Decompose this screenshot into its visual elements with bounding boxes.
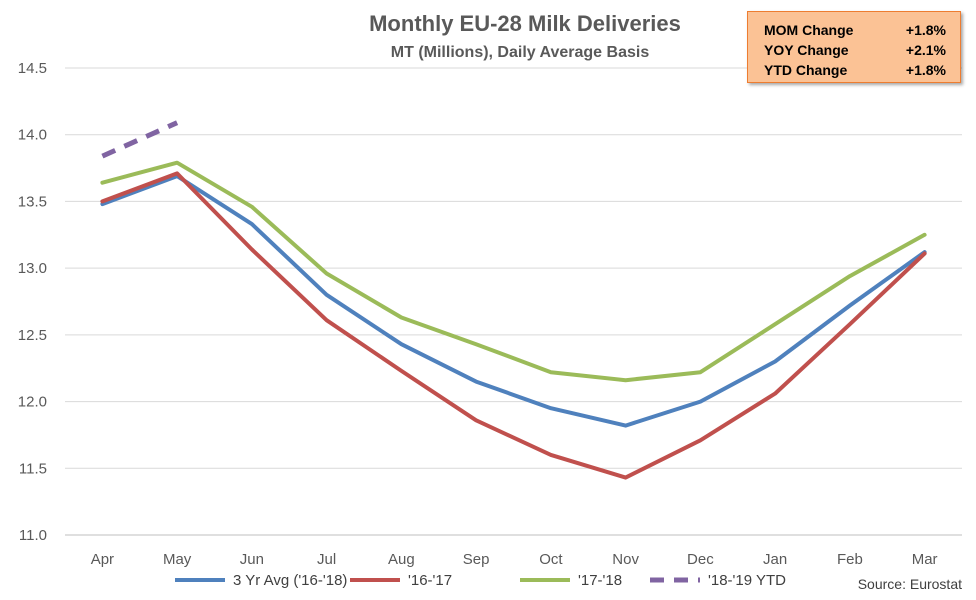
- stats-row-ytd: YTD Change +1.8%: [764, 60, 946, 80]
- x-tick-label: Oct: [539, 551, 563, 568]
- x-tick-label: Jul: [317, 551, 336, 568]
- x-tick-label: Apr: [91, 551, 114, 568]
- x-tick-label: May: [163, 551, 192, 568]
- legend-label: 3 Yr Avg ('16-'18): [233, 572, 347, 589]
- x-tick-label: Sep: [463, 551, 490, 568]
- series-line-3: [101, 120, 179, 159]
- series-lines: [100, 120, 927, 480]
- chart-title: Monthly EU-28 Milk Deliveries: [369, 11, 681, 36]
- legend: 3 Yr Avg ('16-'18) '16-'17 '17-'18 '18-'19 …: [175, 572, 786, 589]
- y-tick-label: 12.5: [18, 327, 47, 344]
- x-tick-label: Jun: [240, 551, 264, 568]
- legend-label: '17-'18: [578, 572, 622, 589]
- series-line-1: [100, 171, 927, 480]
- stats-label: YOY Change: [764, 42, 849, 58]
- stats-label: YTD Change: [764, 62, 848, 78]
- y-tick-label: 13.5: [18, 193, 47, 210]
- chart-subtitle: MT (Millions), Daily Average Basis: [391, 44, 650, 61]
- legend-label: '18-'19 YTD: [708, 572, 786, 589]
- y-tick-label: 12.0: [18, 394, 47, 411]
- x-axis-tick-labels: Apr May Jun Jul Aug Sep Oct Nov Dec Jan Feb Mar: [91, 551, 938, 568]
- stats-row-yoy: YOY Change +2.1%: [764, 40, 946, 60]
- y-tick-label: 11.0: [19, 527, 47, 544]
- legend-label: '16-'17: [408, 572, 452, 589]
- y-tick-label: 11.5: [19, 460, 47, 477]
- x-tick-label: Feb: [837, 551, 863, 568]
- x-tick-label: Mar: [912, 551, 938, 568]
- gridlines: [65, 67, 962, 536]
- source-note: Source: Eurostat: [858, 576, 962, 592]
- series-line-0: [100, 174, 927, 428]
- stats-label: MOM Change: [764, 22, 854, 38]
- y-tick-label: 14.0: [18, 127, 47, 144]
- y-axis-tick-labels: 11.0 11.5 12.0 12.5 13.0 13.5 14.0 14.5: [18, 60, 47, 544]
- x-tick-label: Aug: [388, 551, 415, 568]
- stats-value: +1.8%: [905, 62, 946, 78]
- x-tick-label: Nov: [612, 551, 639, 568]
- x-tick-label: Dec: [687, 551, 714, 568]
- stats-value: +1.8%: [905, 22, 946, 38]
- change-stats-box: MOM Change +1.8% YOY Change +2.1% YTD Ch…: [747, 11, 961, 83]
- series-line-2: [100, 160, 927, 383]
- y-tick-label: 14.5: [18, 60, 47, 77]
- stats-value: +2.1%: [905, 42, 946, 58]
- y-tick-label: 13.0: [18, 260, 47, 277]
- x-tick-label: Jan: [763, 551, 787, 568]
- stats-row-mom: MOM Change +1.8%: [764, 20, 946, 40]
